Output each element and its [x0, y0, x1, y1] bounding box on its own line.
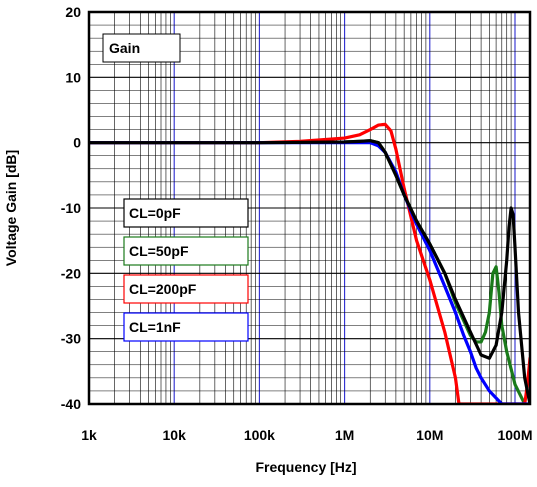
legend-swatch-box — [123, 274, 249, 304]
y-tick-label: 0 — [73, 135, 81, 151]
legend-swatch-box — [123, 236, 249, 266]
y-tick-label: -10 — [61, 200, 81, 216]
x-tick-label: 100M — [497, 427, 532, 443]
legend-item-cl-0pf: CL=0pF — [123, 198, 249, 228]
series-line-cl-50pf — [89, 139, 527, 404]
legend-item-cl-1nf: CL=1nF — [123, 312, 249, 342]
legend-label: CL=50pF — [129, 243, 189, 259]
y-tick-label: 10 — [65, 69, 81, 85]
legend-item-cl-200pf: CL=200pF — [123, 274, 249, 304]
series-layer — [89, 122, 530, 404]
x-tick-label: 1M — [335, 427, 354, 443]
x-tick-label: 10M — [416, 427, 443, 443]
x-tick-label: 100k — [244, 427, 275, 443]
gain-annotation-label: Gain — [109, 40, 140, 56]
x-tick-label: 10k — [163, 427, 187, 443]
y-tick-label: -30 — [61, 331, 81, 347]
plot-frame — [87, 10, 532, 406]
gain-annotation-box — [102, 33, 181, 63]
y-tick-label: -20 — [61, 265, 81, 281]
series-line-cl-200pf — [89, 122, 530, 404]
legend-swatch-box — [123, 312, 249, 342]
tick-labels: 1k 10k 100k 1M 10M 100M 20 10 0 -10 -20 -30 -40 — [61, 4, 533, 443]
x-axis-title: Frequency [Hz] — [255, 459, 356, 475]
series-line-cl-0pf — [89, 139, 530, 404]
y-axis-title: Voltage Gain [dB] — [3, 150, 19, 266]
legend: CL=0pF CL=50pF CL=200pF CL=1nF — [123, 198, 249, 342]
legend-swatch-box — [123, 198, 249, 228]
legend-label: CL=200pF — [129, 281, 197, 297]
gain-annotation: Gain — [102, 33, 181, 63]
y-tick-label: -40 — [61, 396, 81, 412]
y-tick-label: 20 — [65, 4, 81, 20]
legend-label: CL=1nF — [129, 319, 181, 335]
legend-label: CL=0pF — [129, 205, 181, 221]
x-tick-label: 1k — [81, 427, 97, 443]
legend-item-cl-50pf: CL=50pF — [123, 236, 249, 266]
